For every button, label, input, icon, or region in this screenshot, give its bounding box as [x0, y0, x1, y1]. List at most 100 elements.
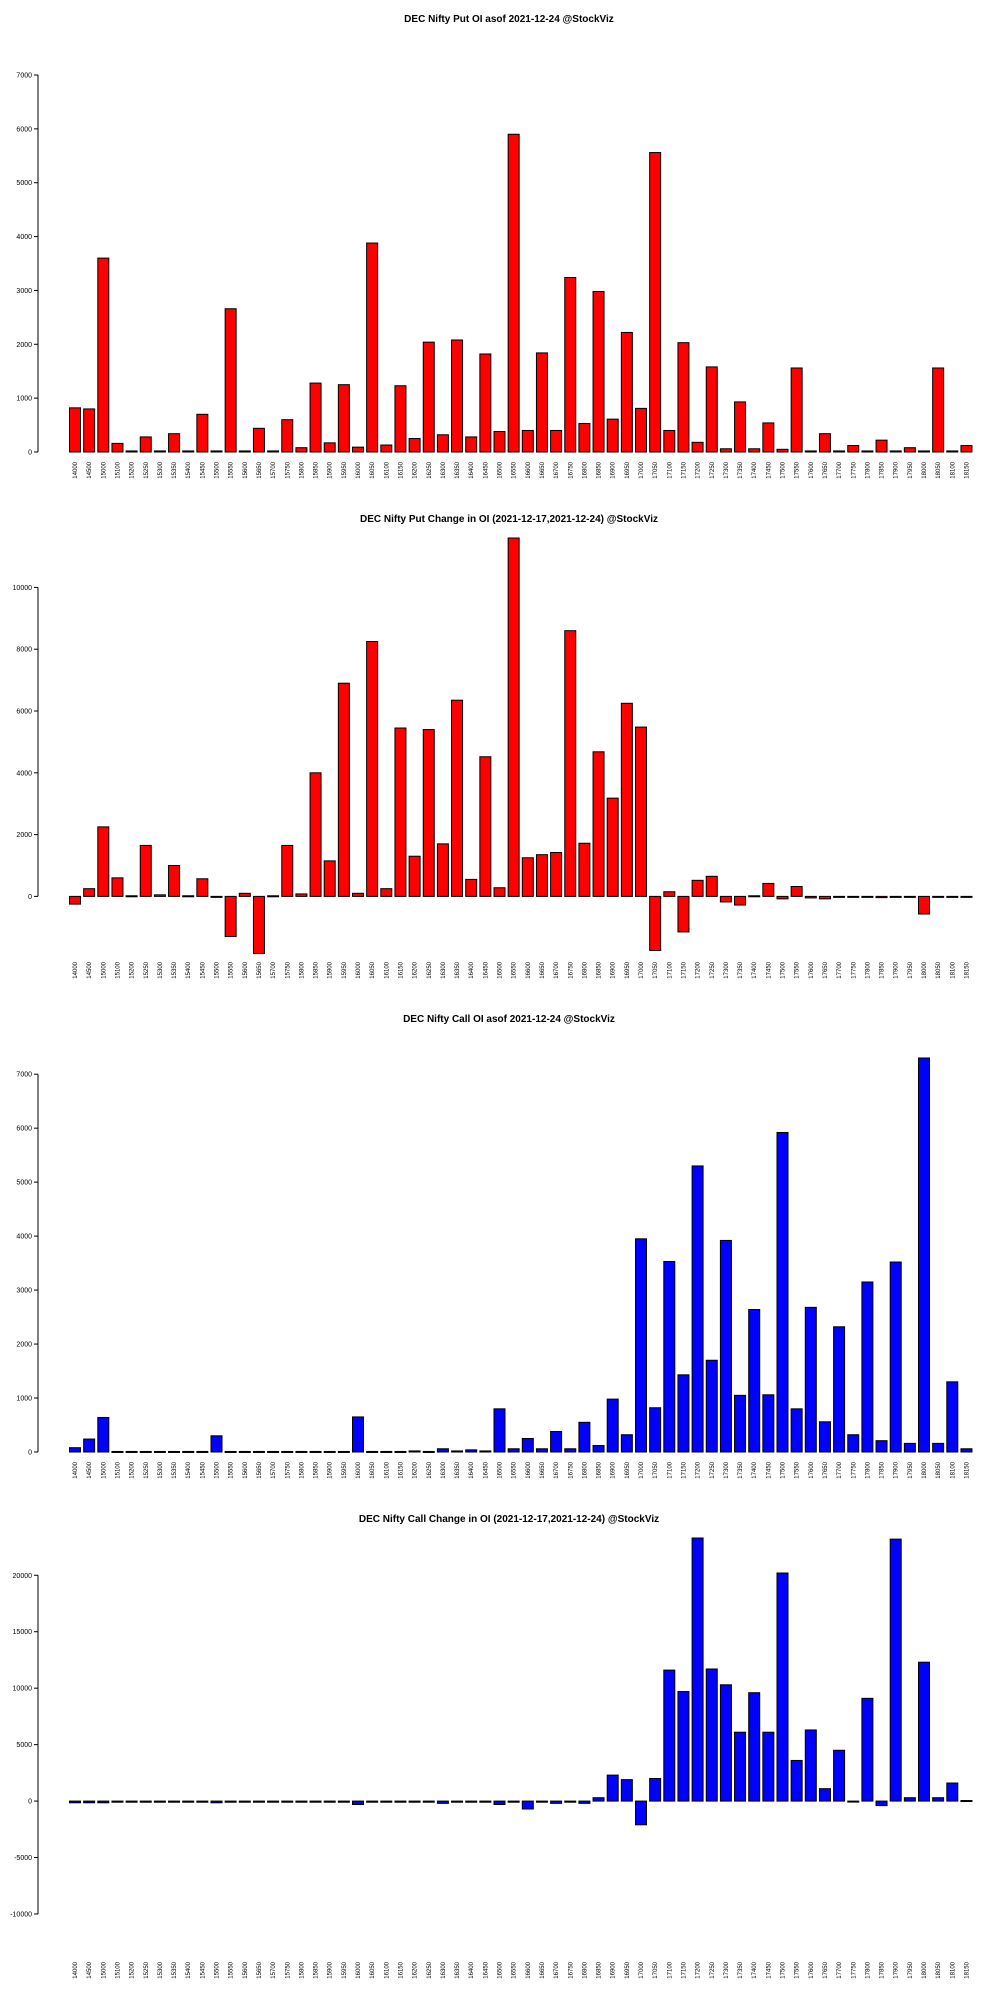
x-tick-label: 16100	[384, 1461, 390, 1478]
bar-15250	[139, 436, 152, 453]
bar-15250	[139, 844, 152, 897]
bar-14000	[69, 407, 81, 453]
x-tick-label: 18150	[964, 1961, 970, 1978]
bar-16700	[550, 429, 563, 453]
y-tick-label: 5000	[16, 180, 32, 187]
bar-17050	[649, 1407, 662, 1453]
x-tick-label: 16650	[540, 1961, 546, 1978]
bar-15650	[252, 895, 265, 955]
x-tick-label: 15200	[130, 461, 136, 478]
bar-18050	[932, 895, 945, 898]
bar-15350	[168, 864, 181, 897]
x-tick-label: 15100	[115, 1961, 121, 1978]
bar-16550	[507, 1448, 520, 1453]
x-tick-label: 16850	[597, 461, 603, 478]
x-tick-label: 16300	[441, 1461, 447, 1478]
x-tick-label: 17800	[865, 461, 871, 478]
bar-18000	[918, 1057, 930, 1453]
x-tick-label: 17150	[681, 461, 687, 478]
bar-16950	[620, 1779, 633, 1802]
x-tick-label: 14000	[73, 961, 79, 978]
bar-16050	[366, 641, 379, 897]
bar-14500	[83, 408, 96, 453]
x-tick-label: 17650	[823, 461, 829, 478]
x-tick-label: 15100	[115, 1461, 121, 1478]
bar-16550	[507, 537, 520, 897]
x-tick-label: 16650	[540, 461, 546, 478]
x-tick-label: 15200	[130, 1961, 136, 1978]
x-tick-label: 17050	[653, 1961, 659, 1978]
x-tick-label: 16050	[370, 461, 376, 478]
bar-17450	[762, 882, 775, 897]
x-tick-label: 17600	[809, 1461, 815, 1478]
bar-15100	[111, 442, 124, 453]
bar-16550	[507, 133, 520, 453]
x-tick-label: 17600	[809, 1961, 815, 1978]
y-tick-label: 7000	[16, 73, 32, 80]
bar-15200	[125, 895, 138, 898]
bar-18100	[946, 1782, 959, 1802]
bar-17950	[903, 1442, 916, 1453]
x-tick-label: 17300	[724, 461, 730, 478]
x-tick-label: 17400	[752, 1961, 758, 1978]
bar-17300	[719, 448, 732, 453]
x-tick-label: 14000	[73, 1961, 79, 1978]
x-tick-label: 15500	[215, 1961, 221, 1978]
x-tick-label: 17300	[724, 1461, 730, 1478]
bar-15450	[196, 413, 209, 453]
bar-17400	[748, 1692, 761, 1802]
bar-15850	[309, 382, 322, 453]
y-tick-label: 3000	[16, 288, 32, 295]
x-tick-label: 16750	[568, 1961, 574, 1978]
bar-17300	[719, 895, 732, 903]
x-tick-label: 17100	[667, 461, 673, 478]
x-tick-label: 17550	[795, 1961, 801, 1978]
x-tick-label: 17350	[738, 961, 744, 978]
bar-15350	[168, 1800, 181, 1803]
x-tick-label: 16350	[455, 1461, 461, 1478]
bar-15300	[153, 1800, 166, 1803]
x-tick-label: 16150	[398, 961, 404, 978]
bar-17050	[649, 152, 662, 453]
bar-15650	[252, 1800, 265, 1803]
bar-15800	[295, 1450, 308, 1453]
y-tick-label: 6000	[16, 1126, 32, 1133]
x-tick-label: 15450	[200, 1461, 206, 1478]
bar-17350	[734, 895, 747, 906]
x-tick-label: 17150	[681, 961, 687, 978]
x-tick-label: 16100	[384, 961, 390, 978]
bar-17950	[903, 895, 916, 898]
y-tick-label: 1000	[16, 396, 32, 403]
bar-15750	[281, 844, 294, 897]
bar-15750	[281, 1450, 294, 1453]
x-tick-label: 15850	[314, 1961, 320, 1978]
y-tick-label: 6000	[16, 709, 32, 716]
x-tick-label: 17850	[880, 1461, 886, 1478]
chart-title: DEC Nifty Put OI asof 2021-12-24 @StockV…	[404, 14, 614, 25]
x-tick-label: 15350	[172, 461, 178, 478]
x-tick-label: 14000	[73, 461, 79, 478]
bar-17200	[691, 441, 704, 453]
x-tick-label: 15850	[314, 461, 320, 478]
x-tick-label: 15300	[158, 961, 164, 978]
x-tick-label: 18000	[922, 461, 928, 478]
x-tick-label: 15000	[101, 461, 107, 478]
bar-18150	[960, 445, 973, 453]
x-tick-label: 15350	[172, 1461, 178, 1478]
x-tick-label: 15300	[158, 1461, 164, 1478]
x-tick-label: 16750	[568, 461, 574, 478]
bar-17300	[719, 1684, 732, 1802]
x-tick-label: 18100	[950, 461, 956, 478]
x-tick-label: 15900	[328, 961, 334, 978]
x-tick-label: 17900	[894, 1461, 900, 1478]
x-tick-label: 15550	[229, 1461, 235, 1478]
bar-15300	[153, 894, 166, 897]
bar-16350	[451, 699, 464, 897]
bar-17250	[705, 875, 718, 897]
y-tick-label: 5000	[16, 1742, 32, 1749]
bar-16150	[394, 385, 407, 453]
x-tick-label: 16700	[554, 961, 560, 978]
x-tick-label: 17050	[653, 1461, 659, 1478]
y-tick-label: 2000	[16, 832, 32, 839]
y-tick-label: -5000	[14, 1855, 32, 1862]
